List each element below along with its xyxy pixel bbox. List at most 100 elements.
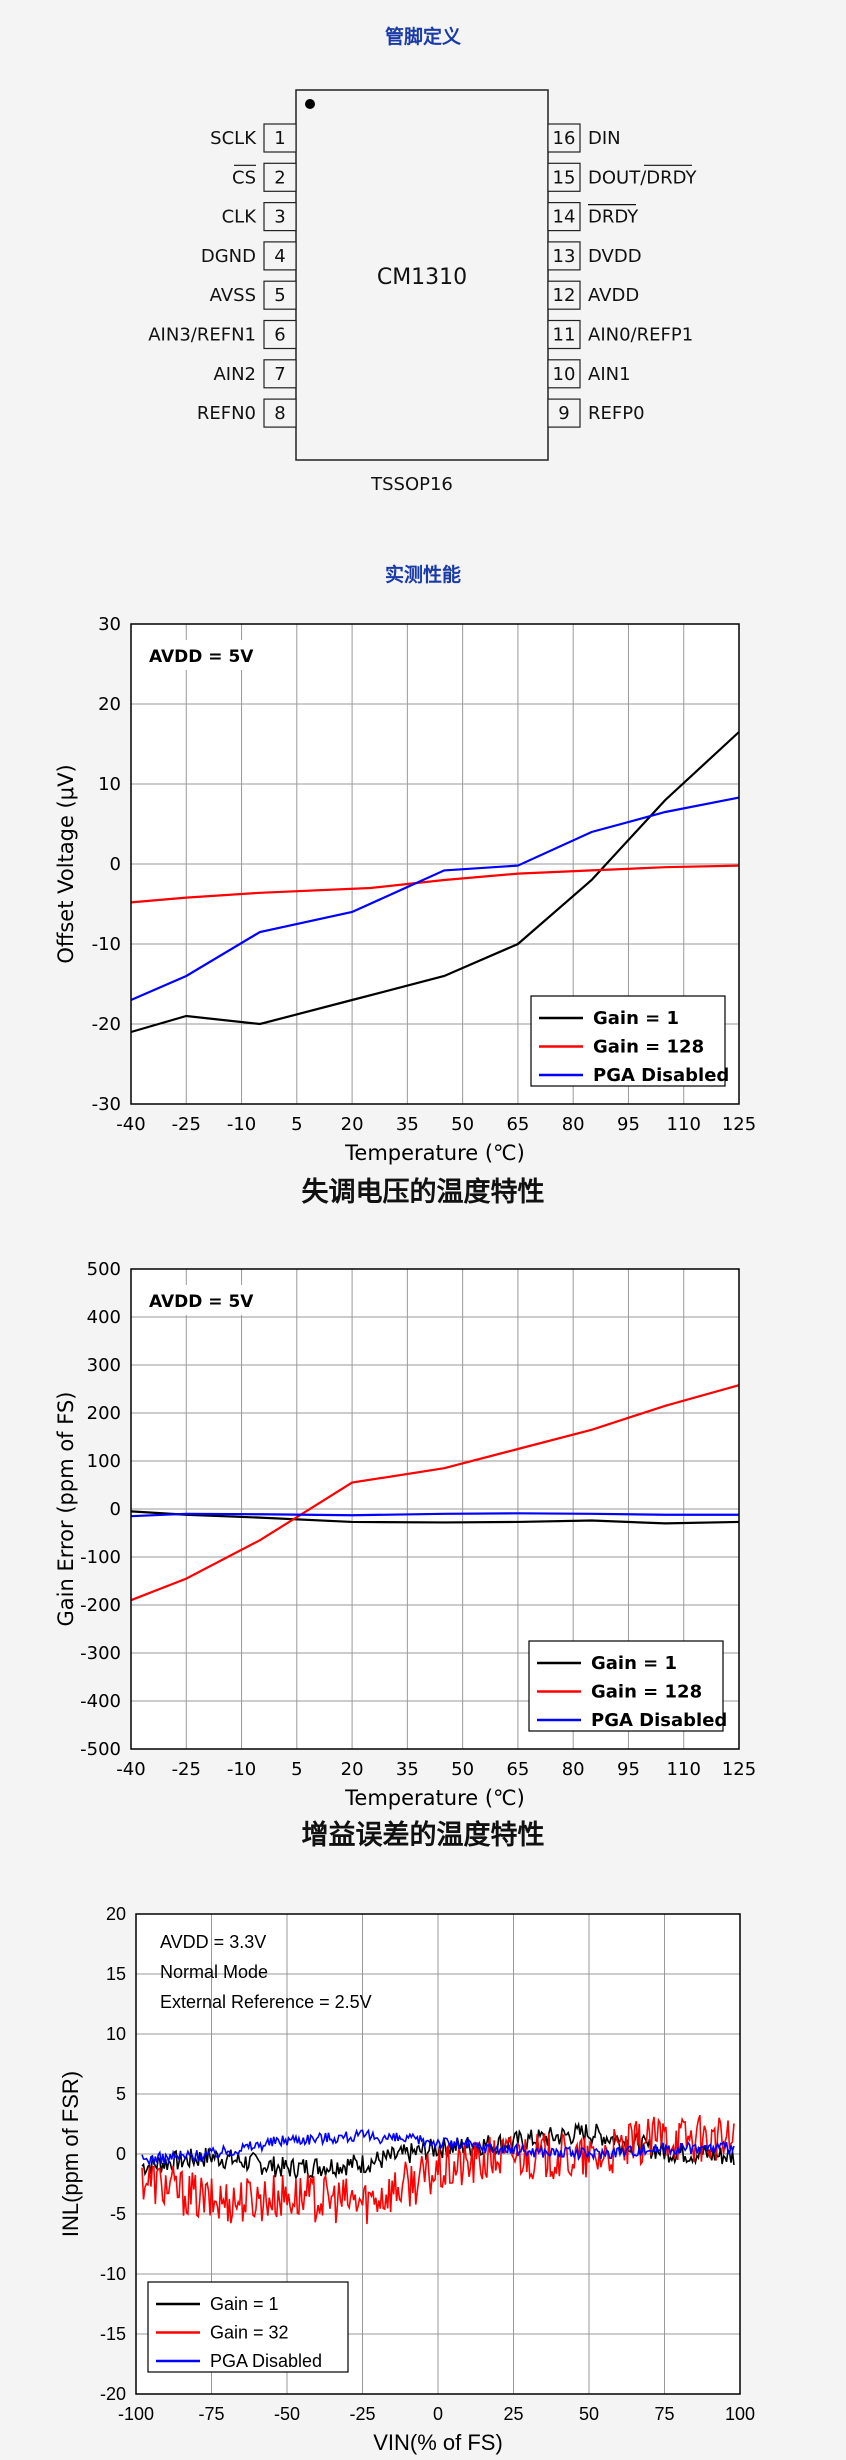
offset-voltage-chart: -40 -25 -10 5 20 35 50 65 80 95 110 125 30 20 10 0 -10 -2… — [54, 614, 756, 1165]
gain-chart-caption: 增益误差的温度特性 — [301, 1820, 545, 1851]
left-pin-label: CS — [232, 167, 256, 188]
left-pin-number: 4 — [274, 246, 285, 267]
right-pin-label: REFP0 — [588, 403, 645, 424]
performance-section-title: 实测性能 — [384, 564, 461, 586]
legend-label: PGA Disabled — [210, 2351, 322, 2371]
right-pin-box — [547, 359, 581, 389]
x-tick-label: 95 — [617, 1759, 640, 1780]
right-pin-number: 14 — [553, 207, 576, 228]
legend-box — [147, 2281, 349, 2373]
right-pin-number: 10 — [553, 364, 576, 385]
right-pin-box — [547, 241, 581, 271]
y-axis-label: INL(ppm of FSR) — [58, 2071, 83, 2237]
x-tick-label: 75 — [654, 2404, 674, 2424]
offset-chart-caption: 失调电压的温度特性 — [301, 1177, 545, 1208]
x-tick-label: 65 — [506, 1114, 529, 1135]
left-pin-box — [263, 319, 297, 350]
y-tick-label: 30 — [98, 614, 121, 635]
x-tick-label: -40 — [116, 1114, 145, 1135]
x-tick-label: -75 — [198, 2404, 224, 2424]
series-line-pga-disabled — [130, 796, 740, 1002]
x-tick-label: 80 — [562, 1114, 585, 1135]
legend-label: Gain = 1 — [591, 1653, 677, 1674]
x-tick-label: 125 — [722, 1114, 756, 1135]
pin1-marker-icon — [305, 99, 315, 109]
y-tick-label: -20 — [100, 2384, 126, 2404]
right-pin-box — [547, 123, 581, 153]
y-tick-label: 400 — [87, 1307, 121, 1328]
y-tick-label: 500 — [87, 1259, 121, 1280]
legend-label: PGA Disabled — [591, 1710, 727, 1731]
left-pin-label: REFN0 — [197, 403, 256, 424]
series-line-pga-disabled — [141, 2128, 735, 2167]
x-tick-label: -25 — [349, 2404, 375, 2424]
left-pin-box — [263, 398, 297, 428]
left-pin-box — [263, 162, 297, 192]
x-tick-label: 20 — [341, 1759, 364, 1780]
x-tick-label: 50 — [451, 1759, 474, 1780]
series-line-gain-1 — [130, 1510, 740, 1525]
y-axis-label: Gain Error (ppm of FS) — [54, 1392, 78, 1627]
x-tick-label: -25 — [172, 1759, 201, 1780]
left-pin-number: 1 — [274, 128, 285, 149]
y-tick-label: -400 — [80, 1691, 121, 1712]
y-axis-label: Offset Voltage (μV) — [54, 764, 78, 963]
left-pin-number: 5 — [274, 285, 285, 306]
legend-label: PGA Disabled — [593, 1065, 729, 1086]
left-pin-number: 6 — [274, 325, 285, 346]
annotation-text: AVDD = 5V — [149, 1292, 254, 1312]
x-tick-label: 0 — [433, 2404, 443, 2424]
right-pin-number: 12 — [553, 285, 576, 306]
y-tick-label: 300 — [87, 1355, 121, 1376]
right-pin-box — [547, 319, 581, 350]
series-line-pga-disabled — [130, 1512, 739, 1518]
x-tick-label: -10 — [227, 1114, 256, 1135]
y-tick-label: 10 — [98, 774, 121, 795]
right-pin-box — [547, 398, 581, 428]
x-tick-label: 20 — [341, 1114, 364, 1135]
right-pin-number: 15 — [553, 167, 576, 188]
left-pin-label: SCLK — [210, 128, 257, 149]
x-tick-label: 35 — [396, 1114, 419, 1135]
right-pin-label: DVDD — [588, 246, 642, 267]
x-tick-label: 125 — [722, 1759, 756, 1780]
legend-box — [528, 1640, 724, 1732]
left-pin-number: 2 — [274, 167, 285, 188]
x-tick-label: 80 — [562, 1759, 585, 1780]
left-pin-box — [263, 359, 297, 389]
y-tick-label: -500 — [80, 1739, 121, 1760]
y-tick-label: 200 — [87, 1403, 121, 1424]
right-pin-label: DRDY — [588, 207, 639, 228]
left-pin-label: AIN2 — [213, 364, 256, 385]
right-pin-box — [547, 280, 581, 310]
plot-frame — [130, 1268, 740, 1750]
x-tick-label: 5 — [291, 1759, 302, 1780]
y-tick-label: 10 — [106, 2024, 126, 2044]
right-pin-box — [547, 202, 581, 232]
gain-error-chart: -40 -25 -10 5 20 35 50 65 80 95 110 125 500 400 300 200… — [54, 1259, 756, 1810]
annotation-text: AVDD = 5V — [149, 647, 254, 667]
right-pin-label: AVDD — [588, 285, 639, 306]
x-tick-label: 5 — [291, 1114, 302, 1135]
annotation-bg — [141, 640, 249, 670]
x-tick-label: 50 — [579, 2404, 599, 2424]
right-pin-box — [547, 162, 581, 192]
series-line-gain-32 — [141, 2114, 735, 2225]
y-tick-label: 5 — [116, 2084, 126, 2104]
y-tick-label: -30 — [92, 1094, 121, 1115]
y-tick-label: 15 — [106, 1964, 126, 1984]
inl-chart: -100 -75 -50 -25 0 25 50 75 10020151050-5-10-15-… — [58, 1904, 755, 2455]
y-tick-label: -200 — [80, 1595, 121, 1616]
x-axis-label: Temperature (℃) — [344, 1786, 525, 1810]
right-pin-number: 13 — [553, 246, 576, 267]
right-pin-label: AIN1 — [588, 364, 631, 385]
left-pin-box — [263, 123, 297, 153]
x-tick-label: -40 — [116, 1759, 145, 1780]
right-pin-number: 11 — [553, 325, 576, 346]
legend-label: Gain = 128 — [591, 1682, 702, 1703]
left-pin-label: AVSS — [210, 285, 256, 306]
x-tick-label: -50 — [274, 2404, 300, 2424]
x-tick-label: -25 — [172, 1114, 201, 1135]
left-pin-label: CLK — [222, 207, 258, 228]
series-line-gain-1 — [141, 2121, 735, 2181]
